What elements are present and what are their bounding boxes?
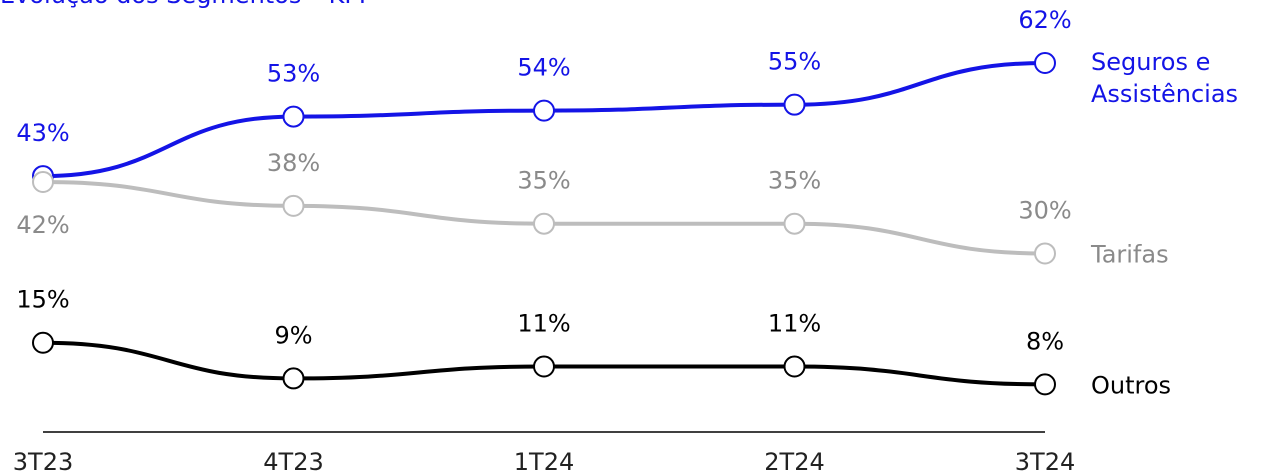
point — [32, 171, 54, 194]
x-tick-label: 3T24 — [1015, 448, 1075, 475]
point — [533, 355, 555, 378]
data-label: 35% — [768, 167, 821, 195]
point — [1034, 373, 1056, 396]
x-tick-label: 1T24 — [514, 448, 574, 475]
legend-label: Seguros e Assistências — [1091, 48, 1238, 108]
point — [533, 99, 555, 122]
data-label: 42% — [16, 211, 69, 239]
data-label: 54% — [517, 54, 570, 82]
data-label: 62% — [1018, 6, 1071, 34]
x-tick-label: 4T23 — [263, 448, 323, 475]
point — [282, 105, 305, 128]
x-tick-label: 3T23 — [13, 448, 73, 475]
data-label: 11% — [768, 310, 821, 338]
point — [783, 355, 806, 378]
data-label: 9% — [274, 321, 312, 349]
legend-label: Tarifas — [1090, 240, 1169, 268]
data-label: 53% — [267, 60, 320, 88]
legend-label: Outros — [1091, 371, 1171, 399]
data-label: 15% — [16, 286, 69, 314]
point — [1034, 242, 1056, 265]
data-label: 30% — [1018, 196, 1071, 224]
point — [1034, 52, 1056, 74]
data-label: 38% — [267, 149, 320, 177]
point — [282, 194, 305, 217]
x-tick-label: 2T24 — [764, 448, 824, 475]
point — [783, 212, 806, 235]
point — [783, 93, 806, 116]
chart-title: Evolução dos Segmentos – KPI — [0, 0, 366, 9]
point — [282, 367, 305, 390]
data-label: 35% — [517, 167, 570, 195]
point — [32, 331, 54, 354]
data-label: 11% — [517, 310, 570, 338]
point — [533, 212, 555, 235]
data-label: 8% — [1026, 327, 1064, 355]
data-label: 55% — [768, 48, 821, 76]
data-label: 43% — [16, 119, 69, 147]
